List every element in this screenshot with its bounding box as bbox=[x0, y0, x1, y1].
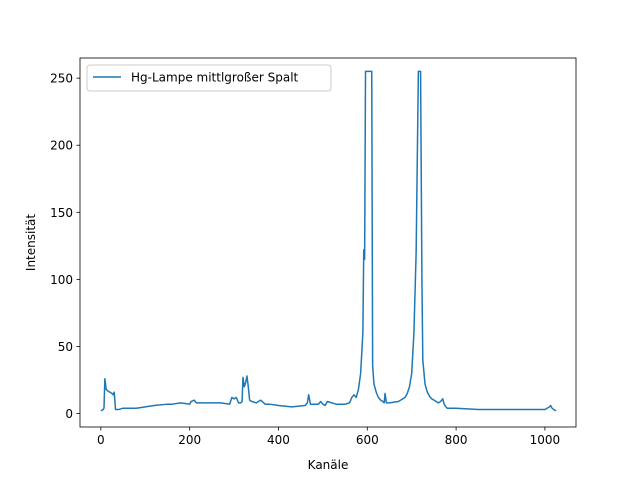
legend-box bbox=[86, 64, 332, 92]
y-tick-label: 0 bbox=[65, 407, 73, 421]
x-tick-label: 0 bbox=[97, 433, 105, 447]
y-tick-label: 200 bbox=[50, 139, 73, 153]
y-axis-label: Intensität bbox=[24, 214, 38, 271]
plot-area bbox=[100, 70, 557, 412]
axes-frame bbox=[79, 57, 577, 428]
x-tick-label: 800 bbox=[445, 433, 468, 447]
x-tick-label: 200 bbox=[178, 433, 201, 447]
series-line-0 bbox=[100, 70, 557, 412]
y-tick-label: 100 bbox=[50, 273, 73, 287]
x-tick-label: 400 bbox=[267, 433, 290, 447]
x-tick-label: 1000 bbox=[530, 433, 561, 447]
x-tick-label: 600 bbox=[356, 433, 379, 447]
x-axis-label: Kanäle bbox=[308, 458, 349, 472]
y-tick-label: 250 bbox=[50, 72, 73, 86]
legend: Hg-Lampe mittlgroßer Spalt bbox=[86, 64, 332, 92]
axes: 0 200 400 600 800 1000 0 50 100 150 200 250 bbox=[50, 57, 577, 447]
legend-label: Hg-Lampe mittlgroßer Spalt bbox=[131, 71, 299, 85]
y-tick-label: 50 bbox=[58, 340, 73, 354]
y-tick-label: 150 bbox=[50, 206, 73, 220]
